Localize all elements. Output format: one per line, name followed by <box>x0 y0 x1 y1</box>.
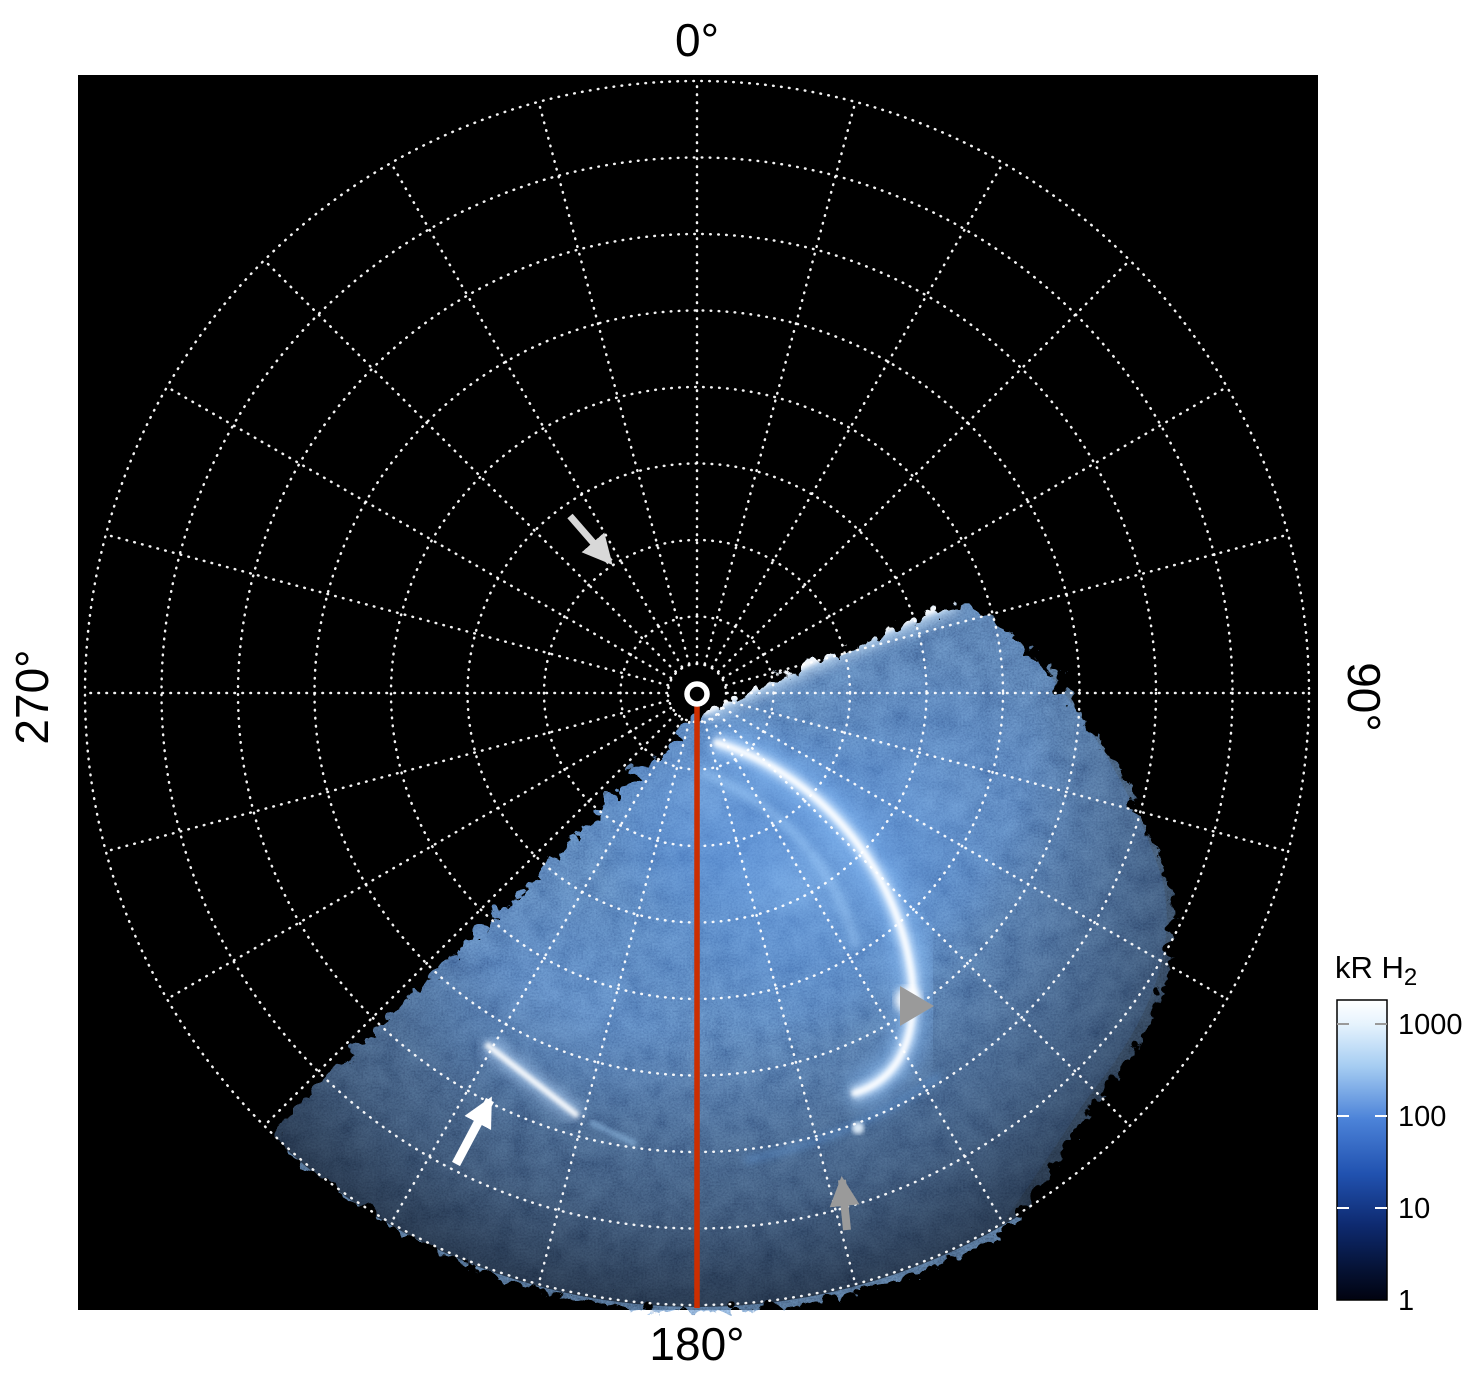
grid-spoke <box>537 720 691 1286</box>
grid-spoke <box>710 161 1005 669</box>
gray-arrow-annotation <box>829 1176 860 1231</box>
outer-fade-vignette <box>83 79 1311 1307</box>
colorbar: kR H2 1000 100 10 1 <box>1335 950 1463 1317</box>
colorbar-title-sub: 2 <box>1404 964 1417 991</box>
colorbar-gradient <box>1336 999 1388 1301</box>
grid-spoke <box>263 712 678 1127</box>
angle-label-270: 270° <box>6 649 58 744</box>
colorbar-tick-10: 10 <box>1398 1193 1430 1225</box>
grid-spoke <box>104 699 670 853</box>
faint-low-lat-arc <box>744 1072 942 1163</box>
grid-spoke <box>703 100 857 666</box>
colorbar-tick-1000: 1000 <box>1398 1009 1463 1041</box>
grid-spoke <box>389 717 684 1225</box>
grid-spoke <box>716 259 1131 674</box>
grid-spoke <box>721 706 1229 1001</box>
aurora-emission <box>83 79 1311 1330</box>
grid-spoke <box>165 706 673 1001</box>
grid-spoke <box>389 161 684 669</box>
white-arrow-annotation <box>452 1096 494 1167</box>
colorbar-title-main: kR H <box>1335 950 1404 985</box>
grid-spoke <box>724 533 1290 687</box>
grid-spoke <box>703 720 857 1286</box>
main-auroral-arc-core <box>713 739 916 1097</box>
grid-spoke <box>165 385 673 680</box>
bright-streak-tail <box>588 1119 638 1147</box>
grid-spoke <box>716 712 1131 1127</box>
angle-label-0: 0° <box>675 14 719 66</box>
grid-spoke <box>263 259 678 674</box>
grid-spoke <box>710 717 1005 1225</box>
grid-spoke <box>537 100 691 666</box>
edge-bright-band-core <box>700 596 958 716</box>
grid-spoke <box>721 385 1229 680</box>
colorbar-tick-1: 1 <box>1398 1285 1414 1317</box>
center-pole-marker <box>684 681 710 707</box>
grid-spoke <box>724 699 1290 853</box>
angle-label-180: 180° <box>649 1318 744 1370</box>
grid-spoke <box>104 533 670 687</box>
colorbar-tick-100: 100 <box>1398 1101 1446 1133</box>
light-gray-arrow-annotation <box>567 513 613 566</box>
angle-label-90: 90° <box>1338 662 1390 732</box>
bright-streak <box>484 1041 580 1119</box>
colorbar-title: kR H2 <box>1335 950 1417 991</box>
secondary-arc <box>698 767 861 949</box>
gray-arrowhead-annotation <box>900 986 934 1026</box>
